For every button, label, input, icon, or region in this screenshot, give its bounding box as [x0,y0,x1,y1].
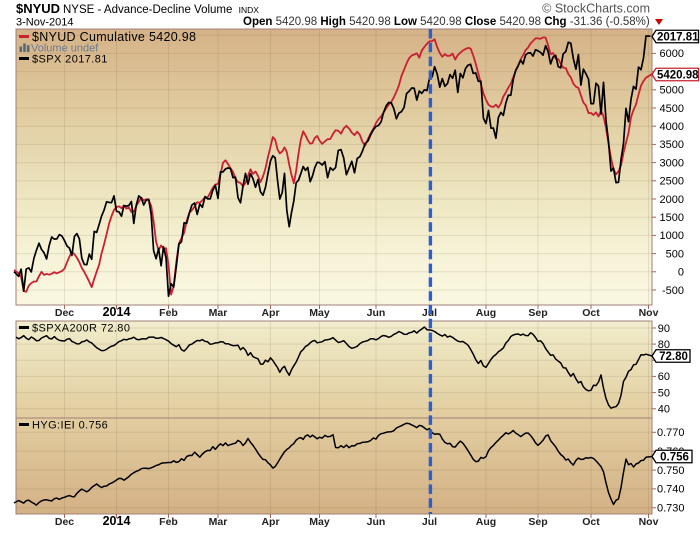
svg-text:HYG:IEI 0.756: HYG:IEI 0.756 [32,420,108,432]
svg-text:Dec: Dec [55,307,74,319]
svg-text:4000: 4000 [660,121,684,133]
svg-text:$NYUD Cumulative 5420.98: $NYUD Cumulative 5420.98 [32,30,196,44]
svg-text:-500: -500 [662,285,684,297]
svg-text:0: 0 [678,267,684,279]
svg-text:50: 50 [658,387,670,399]
svg-text:NYSE - Advance-Decline Volume: NYSE - Advance-Decline Volume INDX [63,4,259,16]
svg-text:3500: 3500 [660,139,684,151]
svg-text:© StockCharts.com: © StockCharts.com [542,2,650,16]
svg-text:80: 80 [658,339,670,351]
svg-text:0.770: 0.770 [657,427,685,439]
svg-text:500: 500 [666,248,684,260]
svg-text:Mar: Mar [209,307,228,319]
svg-text:May: May [309,516,330,528]
svg-text:72.80: 72.80 [659,351,688,363]
svg-text:Oct: Oct [582,516,600,528]
svg-text:Nov: Nov [639,516,659,528]
svg-text:3-Nov-2014: 3-Nov-2014 [16,17,73,29]
svg-text:2014: 2014 [103,514,131,528]
svg-text:Sep: Sep [528,516,547,528]
svg-text:Oct: Oct [582,307,600,319]
svg-text:0.730: 0.730 [657,503,685,515]
svg-text:Open 5420.98 High 5420.98 Low: Open 5420.98 High 5420.98 Low 5420.98 Cl… [243,16,650,28]
svg-text:Volume undef: Volume undef [31,43,99,55]
svg-text:$NYUD: $NYUD [16,1,60,16]
svg-text:2000: 2000 [660,194,684,206]
svg-text:5420.98: 5420.98 [657,70,699,82]
svg-text:Jun: Jun [367,307,386,319]
svg-text:Feb: Feb [159,307,178,319]
svg-text:40: 40 [658,404,670,416]
svg-text:2500: 2500 [660,176,684,188]
svg-text:Aug: Aug [476,307,496,319]
svg-text:1000: 1000 [660,230,684,242]
svg-text:Aug: Aug [476,516,496,528]
svg-text:Dec: Dec [55,516,74,528]
svg-text:Sep: Sep [528,307,547,319]
svg-text:Feb: Feb [159,516,178,528]
svg-text:0.740: 0.740 [657,484,685,496]
svg-text:$SPXA200R 72.80: $SPXA200R 72.80 [32,323,130,335]
svg-text:0.756: 0.756 [660,452,689,464]
svg-text:Mar: Mar [209,516,228,528]
svg-text:5000: 5000 [660,85,684,97]
svg-text:Apr: Apr [261,516,279,528]
svg-text:4500: 4500 [660,103,684,115]
svg-text:2014: 2014 [103,305,131,319]
svg-text:1500: 1500 [660,212,684,224]
svg-text:Nov: Nov [639,307,659,319]
svg-text:$SPX 2017.81: $SPX 2017.81 [32,54,108,66]
svg-text:0.750: 0.750 [657,465,685,477]
svg-text:90: 90 [658,323,670,335]
svg-text:Jul: Jul [422,516,437,528]
svg-text:May: May [309,307,330,319]
svg-text:6000: 6000 [660,48,684,60]
svg-text:Apr: Apr [261,307,279,319]
svg-text:2017.81: 2017.81 [657,32,699,44]
svg-text:60: 60 [658,371,670,383]
svg-text:3000: 3000 [660,157,684,169]
svg-text:Jun: Jun [367,516,386,528]
